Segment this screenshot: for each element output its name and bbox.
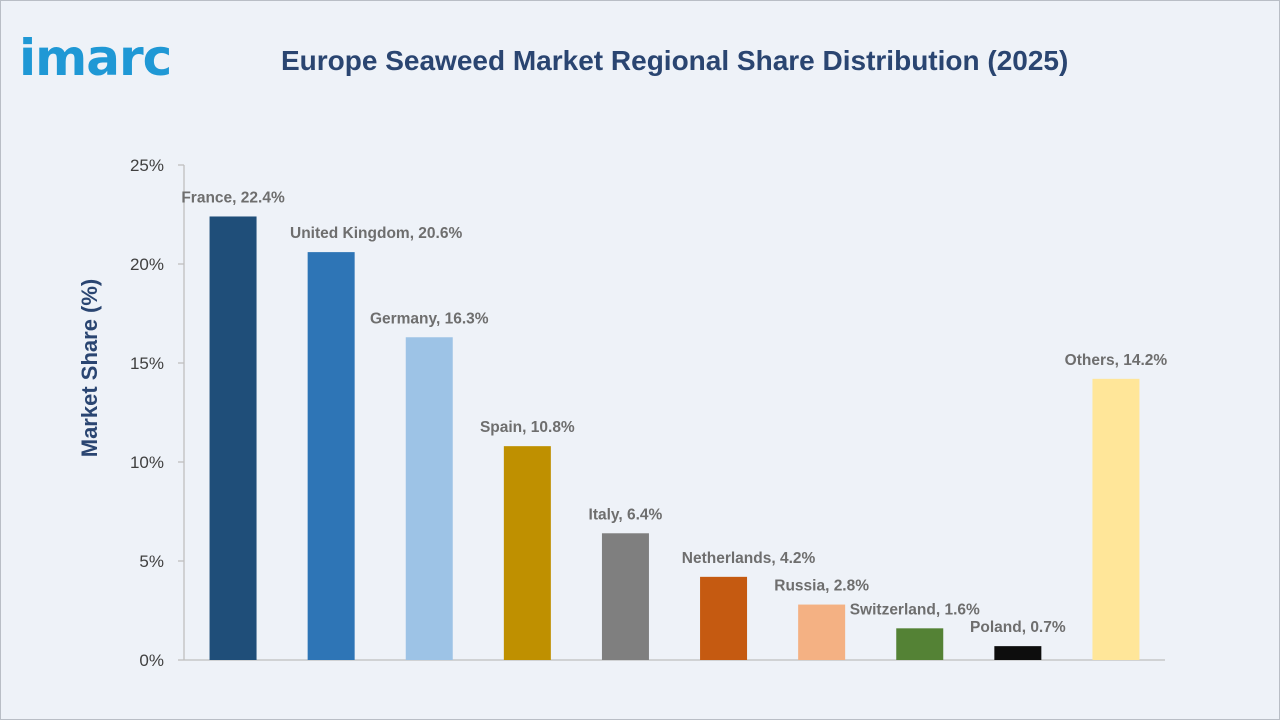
axes: 0% 5% 10% 15% 20% 25% — [130, 156, 1165, 670]
bar-italy — [601, 533, 649, 660]
bar-spain — [503, 446, 551, 660]
data-label: Spain, 10.8% — [480, 419, 575, 436]
data-label: Poland, 0.7% — [970, 619, 1066, 636]
data-label: Netherlands, 4.2% — [682, 550, 816, 567]
bar-others — [1092, 378, 1140, 660]
bar-netherlands — [700, 576, 748, 660]
imarc-logo: imarc — [19, 29, 172, 87]
bar-russia — [798, 604, 846, 660]
y-tick-label: 0% — [139, 651, 164, 670]
data-label: Germany, 16.3% — [370, 310, 489, 327]
bar-germany — [405, 337, 453, 660]
y-tick-label: 5% — [139, 552, 164, 571]
y-tick-label: 15% — [130, 354, 164, 373]
bars — [209, 216, 1140, 661]
bar-united-kingdom — [307, 252, 355, 660]
data-label: Switzerland, 1.6% — [850, 601, 980, 618]
data-label: United Kingdom, 20.6% — [290, 225, 462, 242]
data-label: Russia, 2.8% — [774, 578, 869, 595]
bar-poland — [994, 646, 1042, 660]
data-label: Italy, 6.4% — [589, 506, 663, 523]
data-labels: France, 22.4% United Kingdom, 20.6% German… — [181, 189, 1167, 636]
chart-title: Europe Seaweed Market Regional Share Dis… — [281, 45, 1069, 76]
y-tick-label: 20% — [130, 255, 164, 274]
y-tick-label: 25% — [130, 156, 164, 175]
data-label: France, 22.4% — [181, 189, 285, 206]
data-label: Others, 14.2% — [1065, 352, 1168, 369]
y-tick-label: 10% — [130, 453, 164, 472]
y-axis-label: Market Share (%) — [77, 279, 102, 458]
bar-france — [209, 216, 257, 661]
bar-switzerland — [896, 628, 944, 660]
